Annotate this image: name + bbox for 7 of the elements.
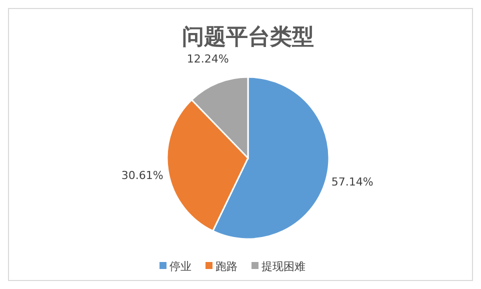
- legend-label: 停业: [170, 260, 192, 273]
- data-label: 57.14%: [331, 176, 374, 189]
- legend-label: 提现困难: [262, 260, 306, 273]
- data-label: 30.61%: [121, 168, 164, 182]
- chart-title: 问题平台类型: [182, 25, 314, 50]
- data-label: 12.24%: [186, 52, 229, 66]
- legend-label: 跑路: [216, 260, 238, 273]
